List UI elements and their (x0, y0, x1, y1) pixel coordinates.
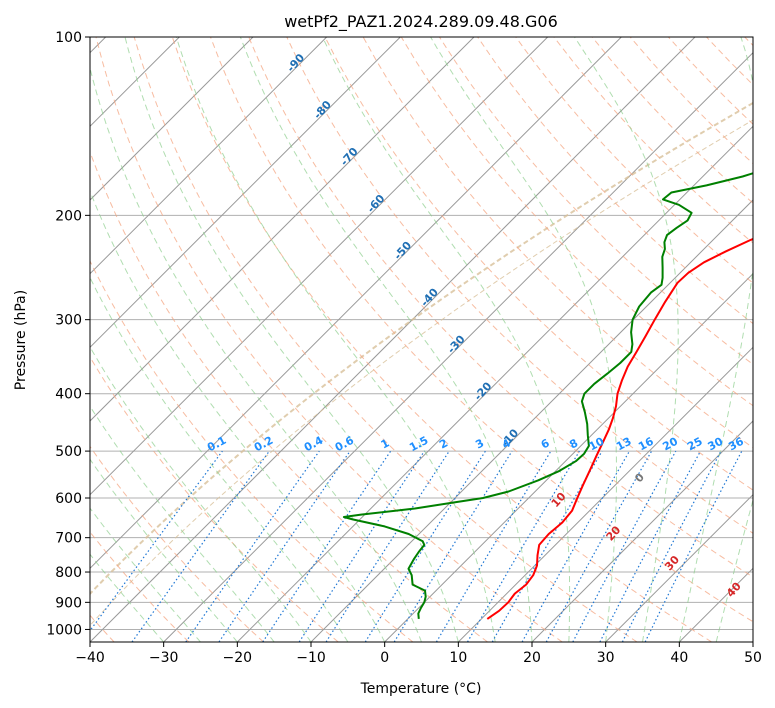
mixing-ratio-labels: 0.1 0.2 0.4 0.6 1 1.5 2 3 4 6 8 10 13 16 20 25 30 36 (205, 434, 746, 455)
y-tick-label: 100 (55, 30, 82, 46)
y-tick-label: 300 (55, 313, 82, 329)
dry-adiabat-line (248, 37, 753, 578)
dry-adiabat-line (90, 356, 339, 642)
mixing-ratio-line (521, 450, 631, 642)
x-tick-label: −30 (149, 650, 179, 666)
x-tick-label: −40 (75, 650, 105, 666)
mixing-ratio-line (572, 450, 677, 642)
mixing-ratio-line (545, 450, 653, 642)
y-tick-label: 600 (55, 491, 82, 507)
isotherm-line (236, 125, 753, 642)
y-tick-label: 200 (55, 208, 82, 224)
isotherm-line (90, 37, 475, 422)
isotherm-line (457, 346, 753, 642)
isotherm-line (90, 37, 401, 349)
temperature-profile-line (486, 237, 753, 620)
x-tick-label: 50 (744, 650, 762, 666)
moist-adiabat-line (430, 37, 617, 642)
ice-curve-line (90, 101, 753, 596)
x-tick-label: 10 (449, 650, 467, 666)
mixing-ratio-line (393, 450, 513, 642)
mixing-ratio-label: 10 (587, 435, 607, 454)
y-tick-label: 400 (55, 387, 82, 403)
moist-adiabat-line (90, 507, 201, 642)
plot-area: -100-90-80-70-60-50-40-30-20-10010203040… (90, 37, 753, 642)
moist-adiabats (90, 37, 753, 642)
moist-adiabat-line (678, 37, 753, 642)
mixing-ratio-line (131, 450, 270, 642)
x-tick-label: 30 (597, 650, 615, 666)
mixing-ratio-lines (90, 450, 743, 642)
mixing-ratio-label: 16 (636, 435, 656, 454)
dry-adiabat-line (90, 445, 264, 642)
y-tick-label: 1000 (46, 622, 82, 638)
x-axis-label: Temperature (°C) (360, 681, 482, 697)
chart-title: wetPf2_PAZ1.2024.289.09.48.G06 (284, 12, 558, 32)
plot-frame (89, 36, 754, 643)
moist-adiabat-line (90, 345, 312, 642)
dewpoint-profile-line (342, 172, 753, 619)
y-tick-label: 500 (55, 444, 82, 460)
isotherm-line (90, 37, 622, 570)
moist-adiabat-line (90, 276, 349, 642)
mixing-ratio-line (262, 450, 392, 642)
moist-adiabat-line (124, 37, 459, 642)
mixing-ratio-line (298, 450, 425, 642)
isotherm-line (163, 51, 753, 642)
mixing-ratio-line (90, 450, 223, 632)
y-tick-label: 800 (55, 565, 82, 581)
x-tick-label: −20 (223, 650, 253, 666)
x-tick-label: 0 (380, 650, 389, 666)
mixing-ratio-label: 30 (706, 435, 726, 454)
isotherm-line (384, 272, 753, 642)
moist-adiabat-line (574, 37, 679, 642)
y-tick-label: 700 (55, 531, 82, 547)
moist-adiabat-line (239, 37, 533, 642)
sounding-profiles (342, 172, 753, 620)
y-axis-ticks: 1000 900 800 700 600 500 400 300 200 100 (46, 30, 90, 638)
x-tick-label: 40 (670, 650, 688, 666)
dry-adiabat-line (95, 37, 563, 642)
dry-adiabats (90, 37, 753, 642)
isotherm-line (90, 37, 254, 201)
y-tick-label: 900 (55, 595, 82, 611)
x-axis-ticks: −40 −30 −20 −10 0 10 20 30 40 50 (75, 642, 762, 666)
moist-adiabat-line (90, 458, 238, 642)
isotherm-line (90, 37, 328, 275)
moist-adiabat-line (90, 405, 275, 642)
mixing-ratio-label: 20 (660, 435, 680, 454)
ice-saturation-curves (90, 101, 753, 627)
dry-adiabat-line (324, 37, 753, 491)
mixing-ratio-label: 25 (685, 435, 705, 454)
mixing-ratio-line (218, 450, 351, 642)
mixing-ratio-line (185, 450, 320, 642)
mixing-ratio-line (325, 450, 450, 642)
dry-adiabat-line (210, 37, 753, 623)
isotherm-line (605, 493, 753, 642)
dry-adiabat-line (515, 37, 753, 284)
moist-adiabat-line (90, 553, 165, 642)
moist-adiabat-line (175, 37, 496, 642)
x-tick-label: 20 (523, 650, 541, 666)
x-tick-label: −10 (296, 650, 326, 666)
ice-curve-line (90, 119, 753, 627)
moist-adiabat-line (715, 498, 753, 642)
dry-adiabat-line (171, 37, 712, 642)
dry-adiabat-line (133, 37, 638, 642)
moist-adiabat-line (90, 65, 422, 642)
y-axis-label: Pressure (hPa) (13, 290, 29, 390)
moist-adiabat-line (322, 37, 571, 642)
isotherm-line (531, 420, 753, 642)
mixing-ratio-line (644, 450, 743, 642)
dry-adiabat-line (90, 259, 414, 642)
isotherm-line (90, 37, 549, 496)
mixing-ratio-label: 36 (726, 435, 746, 454)
mixing-ratio-label: 13 (614, 435, 634, 454)
dry-adiabat-line (286, 37, 753, 534)
moist-adiabat-line (90, 189, 386, 642)
